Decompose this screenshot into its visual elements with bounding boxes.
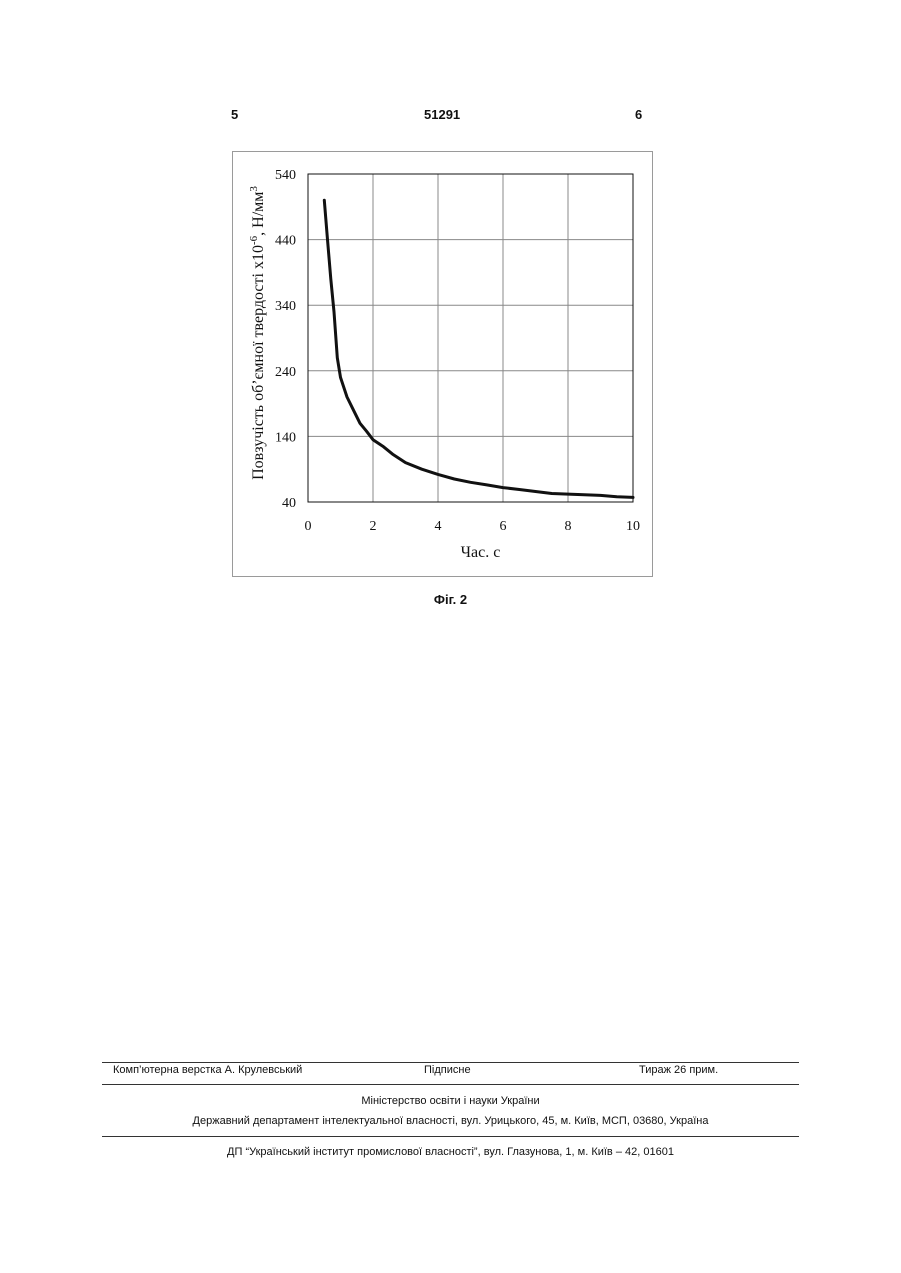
y-axis-label-unit: , Н/мм (250, 192, 267, 236)
figure-frame: 0 2 4 6 8 10 40 140 240 340 440 540 Час. с Повзучіс… (232, 151, 653, 577)
x-tick-label: 0 (305, 519, 312, 534)
layout-credit: Комп’ютерна верстка А. Крулевський (113, 1064, 302, 1076)
figure-caption: Фіг. 2 (0, 592, 901, 607)
x-tick-label: 10 (626, 519, 640, 534)
footer-rule-middle (102, 1084, 799, 1085)
x-tick-label: 8 (565, 519, 572, 534)
x-axis-label: Час. с (461, 544, 501, 561)
creep-chart: 0 2 4 6 8 10 40 140 240 340 440 540 Час. с Повзучіс… (233, 152, 654, 578)
print-run: Тираж 26 прим. (639, 1064, 718, 1076)
y-tick-label: 340 (275, 299, 296, 314)
y-tick-label: 140 (275, 430, 296, 445)
plot-border (308, 174, 633, 502)
x-tick-label: 4 (435, 519, 442, 534)
y-tick-label: 40 (282, 496, 296, 511)
svg-text:Повзучість об’ємної твердості: Повзучість об’ємної твердості х10-6, Н/м… (248, 186, 267, 480)
patent-number: 51291 (424, 107, 460, 122)
x-tick-label: 2 (370, 519, 377, 534)
x-tick-label: 6 (500, 519, 507, 534)
page-number-right: 6 (635, 107, 642, 122)
y-axis-label: Повзучість об’ємної твердості х10-6, Н/м… (248, 186, 267, 480)
y-tick-label: 240 (275, 365, 296, 380)
footer-rule-bottom (102, 1136, 799, 1137)
y-axis-label-main: Повзучість об’ємної твердості х10 (250, 245, 267, 480)
footer-rule-top (102, 1062, 799, 1063)
y-axis-label-unit-exponent: 3 (248, 186, 260, 192)
institute-line: ДП “Український інститут промислової вла… (0, 1146, 901, 1158)
signed-note: Підписне (424, 1064, 471, 1076)
series-line (324, 200, 633, 497)
department-line: Державний департамент інтелектуальної вл… (0, 1115, 901, 1127)
chart-grid (308, 174, 633, 502)
ministry-line: Міністерство освіти і науки України (0, 1095, 901, 1107)
y-tick-label: 440 (275, 234, 296, 249)
y-tick-label: 540 (275, 168, 296, 183)
page-number-left: 5 (231, 107, 238, 122)
